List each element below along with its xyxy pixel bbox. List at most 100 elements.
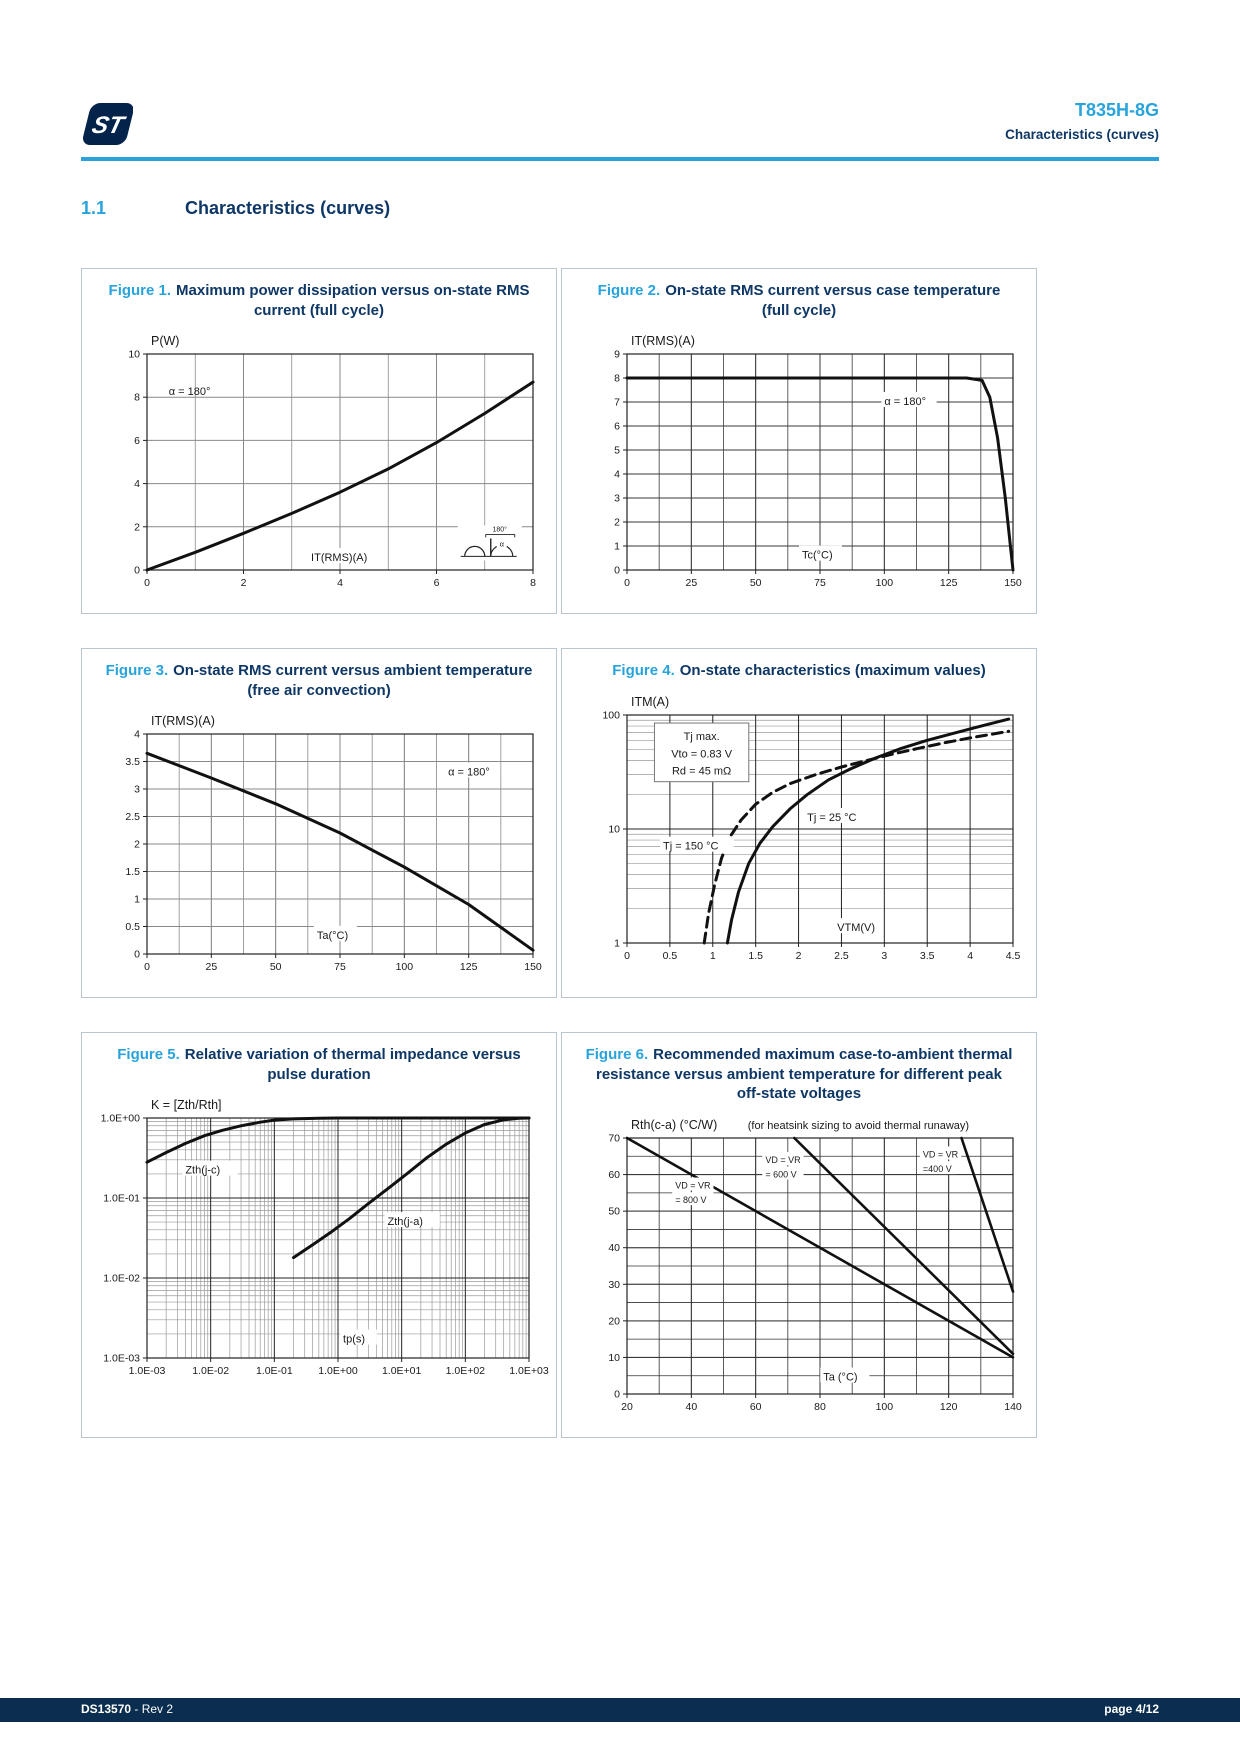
svg-text:7: 7 [614,397,620,409]
svg-text:50: 50 [750,577,762,589]
figure-4-title: On-state characteristics (maximum values… [679,662,986,679]
svg-text:α: α [500,539,505,548]
figure-6-label: Figure 6. [585,1046,649,1063]
svg-text:0.5: 0.5 [125,921,140,933]
st-logo-graphic: ST [82,103,134,145]
st-logo: ST [81,101,134,154]
svg-text:180°: 180° [493,525,508,533]
svg-text:125: 125 [460,961,478,973]
footer-page-number: page 4/12 [1104,1702,1159,1716]
svg-text:40: 40 [608,1242,620,1254]
svg-text:Zth(j-a): Zth(j-a) [388,1216,423,1228]
svg-text:6: 6 [434,577,440,589]
section-number: 1.1 [81,198,107,218]
svg-text:1.0E+00: 1.0E+00 [101,1113,141,1125]
svg-text:3.5: 3.5 [920,950,935,962]
svg-text:25: 25 [685,577,697,589]
svg-text:60: 60 [750,1401,762,1413]
figure-1-caption: Figure 1. Maximum power dissipation versu… [82,279,556,326]
svg-text:2: 2 [241,577,247,589]
svg-text:P(W): P(W) [151,334,179,348]
svg-text:4: 4 [337,577,343,589]
svg-text:120: 120 [940,1401,958,1413]
svg-text:=400 V: =400 V [923,1164,952,1174]
svg-text:10: 10 [608,1351,620,1363]
svg-text:0: 0 [624,950,630,962]
section-title: Characteristics (curves) [185,198,391,218]
header-rule [81,157,1159,161]
figure-panel-5: Figure 5. Relative variation of thermal i… [81,1032,557,1438]
svg-text:8: 8 [614,373,620,385]
svg-text:1.0E+00: 1.0E+00 [318,1365,358,1377]
svg-text:8: 8 [530,577,536,589]
svg-text:0: 0 [134,565,140,577]
svg-text:1.0E-02: 1.0E-02 [192,1365,229,1377]
figure-5-label: Figure 5. [117,1046,180,1063]
svg-text:8: 8 [134,392,140,404]
svg-text:6: 6 [614,421,620,433]
figure-1-label: Figure 1. [108,282,172,299]
svg-text:125: 125 [940,577,958,589]
svg-text:100: 100 [876,577,894,589]
svg-text:100: 100 [876,1401,894,1413]
figure-panel-1: Figure 1. Maximum power dissipation versu… [81,268,557,614]
svg-text:Tc(°C): Tc(°C) [802,550,833,562]
svg-text:60: 60 [608,1169,620,1181]
figure-1-title: Maximum power dissipation versus on-stat… [176,282,530,319]
svg-text:Tj max.: Tj max. [684,731,720,743]
figure-panel-3: Figure 3. On-state RMS current versus amb… [81,648,557,998]
figure-5-title: Relative variation of thermal impedance … [184,1046,521,1083]
svg-text:2.5: 2.5 [834,950,849,962]
svg-text:20: 20 [621,1401,633,1413]
footer-doc-ref: DS13570 - Rev 2 [81,1702,173,1716]
svg-text:2: 2 [134,521,140,533]
svg-text:1.0E+01: 1.0E+01 [382,1365,422,1377]
svg-text:Zth(j-c): Zth(j-c) [185,1165,220,1177]
figure-1-chart: 0 2 4 6 8 0 2 4 6 8 10 α = 180° IT(RMS)(A) P(W) 180° α [82,328,556,601]
figure-2-label: Figure 2. [597,282,661,299]
svg-text:75: 75 [814,577,826,589]
figure-4-chart: 0 0.5 1 1.5 2 2.5 3 3.5 4 4.5 1 10 100 Tj max. Vto = 0… [562,689,1036,974]
product-name: T835H-8G [1074,100,1159,120]
svg-text:IT(RMS)(A): IT(RMS)(A) [311,552,367,564]
svg-text:150: 150 [1004,577,1022,589]
svg-text:5: 5 [614,445,620,457]
svg-text:IT(RMS)(A): IT(RMS)(A) [631,334,695,348]
svg-text:75: 75 [334,961,346,973]
figure-5-chart: 1.0E-03 1.0E-02 1.0E-01 1.0E+00 1.0E+01 1.0E+… [82,1092,556,1389]
svg-text:1.5: 1.5 [125,866,140,878]
svg-text:1: 1 [614,937,620,949]
figure-6-title: Recommended maximum case-to-ambient ther… [596,1046,1013,1102]
svg-text:0.5: 0.5 [663,950,678,962]
svg-text:Rth(c-a) (°C/W): Rth(c-a) (°C/W) [631,1118,717,1132]
figure-3-title: On-state RMS current versus ambient temp… [173,662,533,699]
svg-text:tp(s): tp(s) [343,1334,365,1346]
figure-2-title: On-state RMS current versus case tempera… [665,282,1001,319]
svg-text:4: 4 [134,478,140,490]
svg-text:VD = VR: VD = VR [923,1149,959,1159]
svg-text:9: 9 [614,349,620,361]
svg-text:40: 40 [685,1401,697,1413]
svg-text:2: 2 [614,517,620,529]
svg-text:(for heatsink sizing to avoid: (for heatsink sizing to avoid thermal ru… [748,1120,969,1132]
svg-text:50: 50 [608,1205,620,1217]
svg-text:2: 2 [796,950,802,962]
svg-text:= 800 V: = 800 V [675,1195,706,1205]
svg-text:α = 180°: α = 180° [448,767,490,779]
svg-text:1.5: 1.5 [748,950,763,962]
figure-grid: Figure 1. Maximum power dissipation versu… [81,268,1037,1438]
svg-text:α = 180°: α = 180° [169,386,211,398]
svg-text:IT(RMS)(A): IT(RMS)(A) [151,714,215,728]
svg-text:VTM(V): VTM(V) [837,922,875,934]
svg-text:4: 4 [614,469,620,481]
figure-2-caption: Figure 2. On-state RMS current versus cas… [562,279,1036,326]
svg-text:K = [Zth/Rth]: K = [Zth/Rth] [151,1098,222,1112]
figure-4-label: Figure 4. [612,662,675,679]
figure-2-chart: 0 25 50 75 100 125 150 0 1 2 3 4 5 6 7 8 9 α = 180° Tc(°C)… [562,328,1036,601]
header-subtitle: Characteristics (curves) [1005,127,1159,142]
svg-text:1.0E-02: 1.0E-02 [103,1273,140,1285]
svg-text:10: 10 [128,349,140,361]
figure-3-chart: 0 25 50 75 100 125 150 0 0.5 1 1.5 2 2.5 3 3.5 4 α = 180… [82,708,556,985]
svg-text:70: 70 [608,1132,620,1144]
svg-text:1: 1 [614,541,620,553]
